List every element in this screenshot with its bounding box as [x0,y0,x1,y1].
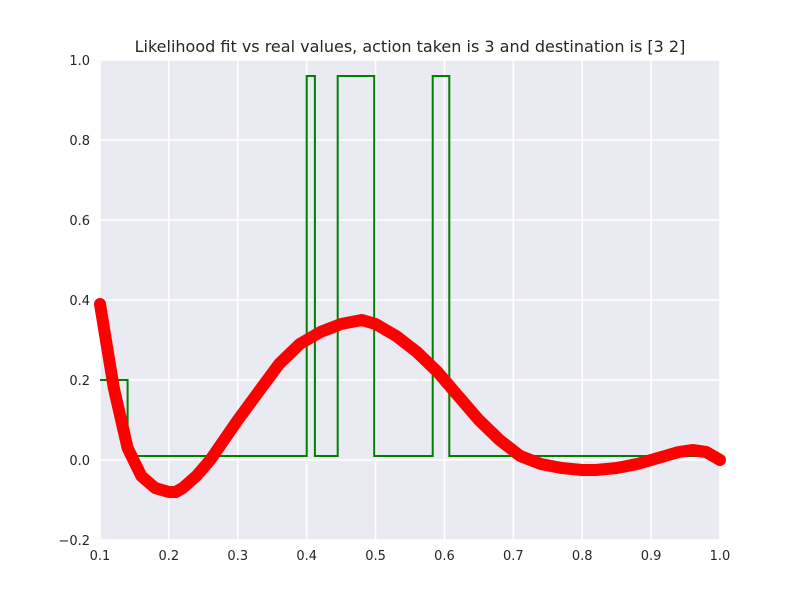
x-tick-label: 0.8 [572,549,593,564]
x-tick-label: 0.1 [90,549,111,564]
x-tick-label: 0.3 [227,549,248,564]
x-tick-label: 0.2 [159,549,180,564]
y-tick-label: 0.8 [69,134,90,149]
y-tick-labels: −0.2 0.0 0.2 0.4 0.6 0.8 1.0 [58,54,90,549]
y-tick-label: 0.6 [69,214,90,229]
y-tick-label: 1.0 [69,54,90,69]
fit-curve-line [94,298,726,498]
y-tick-label: 0.4 [69,294,90,309]
y-tick-label: 0.0 [69,454,90,469]
x-tick-label: 0.5 [365,549,386,564]
x-tick-labels: 0.1 0.2 0.3 0.4 0.5 0.6 0.7 0.8 0.9 1.0 [90,549,731,564]
x-tick-label: 0.7 [503,549,524,564]
x-tick-label: 0.6 [434,549,455,564]
chart-title: Likelihood fit vs real values, action ta… [135,37,686,56]
x-tick-label: 0.9 [641,549,662,564]
series-layer [94,75,726,498]
y-tick-label: −0.2 [58,534,90,549]
x-tick-label: 1.0 [710,549,731,564]
y-tick-label: 0.2 [69,374,90,389]
x-tick-label: 0.4 [296,549,317,564]
